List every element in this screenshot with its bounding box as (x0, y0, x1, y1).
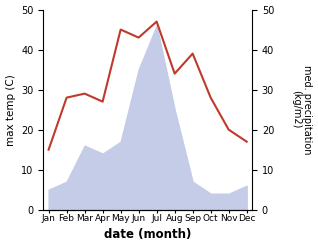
Y-axis label: med. precipitation
(kg/m2): med. precipitation (kg/m2) (291, 65, 313, 154)
X-axis label: date (month): date (month) (104, 228, 191, 242)
Y-axis label: max temp (C): max temp (C) (5, 74, 16, 145)
